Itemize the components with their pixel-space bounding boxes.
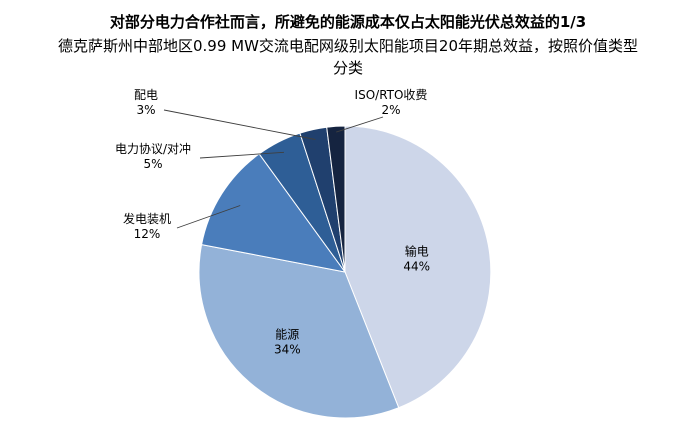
slice-label-outside-5: ISO/RTO收费 2% [355,88,428,117]
chart-title: 对部分电力合作社而言，所避免的能源成本仅占太阳能光伏总效益的1/3 [109,13,587,31]
chart-header: 对部分电力合作社而言，所避免的能源成本仅占太阳能光伏总效益的1/3 德克萨斯州中… [0,0,696,80]
pie-slice-1 [198,244,400,419]
slice-label-outside-2: 发电装机 12% [123,211,171,241]
slice-label-inside-0: 输电 44% [403,243,430,273]
slice-label-inside-1: 能源 34% [274,328,301,357]
chart-subtitle: 德克萨斯州中部地区0.99 MW交流电配网级别太阳能项目20年期总效益，按照价值… [57,37,639,77]
leader-line-4 [163,109,316,140]
pie-slice-0 [344,125,492,409]
leader-line-3 [199,151,285,159]
slice-label-outside-3: 电力协议/对冲 5% [115,141,191,171]
leader-line-2 [176,205,241,229]
pie-slice-2 [201,153,347,273]
slice-label-outside-4: 配电 3% [134,88,158,117]
pie-slice-5 [326,125,346,273]
leader-line-5 [336,116,384,133]
